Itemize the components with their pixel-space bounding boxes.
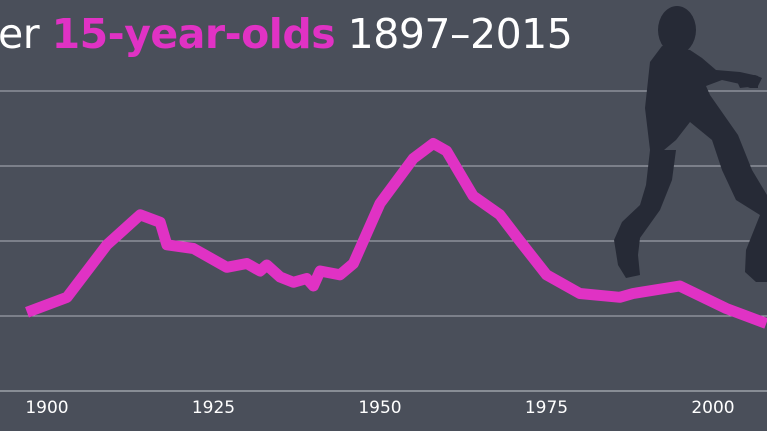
x-axis-ticks: 1900 1925 1950 1975 2000 <box>25 398 734 418</box>
running-child-icon <box>614 6 767 282</box>
gridlines <box>0 90 767 392</box>
x-tick-label: 1950 <box>358 398 401 418</box>
chart-title: er 15-year-olds 1897–2015 <box>0 14 573 55</box>
series-line-group <box>25 138 767 329</box>
x-tick-label: 1925 <box>192 398 235 418</box>
x-tick-label: 1900 <box>25 398 68 418</box>
x-tick-label: 1975 <box>525 398 568 418</box>
title-prefix: er <box>0 10 52 58</box>
x-tick-label: 2000 <box>691 398 734 418</box>
title-highlight: 15-year-olds <box>51 10 336 58</box>
series-line-0 <box>25 138 767 329</box>
title-suffix: 1897–2015 <box>335 10 573 58</box>
